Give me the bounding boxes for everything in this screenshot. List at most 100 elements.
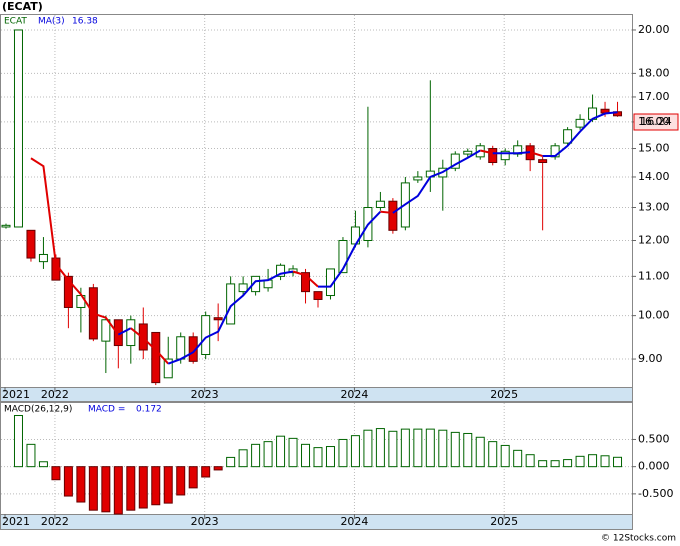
macd-bar xyxy=(226,456,236,468)
x-tick-label: 2022 xyxy=(41,388,69,401)
macd-bar xyxy=(575,455,585,468)
x-tick-label: 2024 xyxy=(340,388,368,401)
macd-bar xyxy=(413,428,423,468)
y-tick-label: 9.00 xyxy=(638,352,663,365)
macd-bar xyxy=(488,441,498,468)
candle-body xyxy=(1,224,11,228)
candle-body xyxy=(388,200,398,231)
macd-bar xyxy=(425,428,435,468)
y-tick-label: 12.00 xyxy=(638,233,670,246)
last-price-tag xyxy=(633,113,679,131)
y-tick-label: 20.00 xyxy=(638,23,670,36)
candle-body xyxy=(538,159,548,164)
y-tick-label: 17.00 xyxy=(638,90,670,103)
macd-bar xyxy=(251,443,261,468)
ma-line xyxy=(30,157,120,336)
candle-body xyxy=(163,358,173,379)
candle-body xyxy=(176,336,186,360)
x-tick-label: 2022 xyxy=(41,515,69,528)
ma-line xyxy=(392,149,481,214)
y-tick-label: 15.00 xyxy=(638,142,670,155)
macd-bar xyxy=(375,428,385,468)
y-tick-label: 10.00 xyxy=(638,309,670,322)
macd-bar xyxy=(450,431,460,468)
macd-bar xyxy=(301,443,311,468)
ma-line xyxy=(130,327,169,365)
macd-bar xyxy=(76,466,86,503)
macd-bar xyxy=(538,460,548,468)
macd-bar xyxy=(438,429,448,468)
macd-bar xyxy=(176,466,186,496)
candle-body xyxy=(101,319,111,342)
macd-bar xyxy=(475,436,485,468)
y-tick-label: 0.000 xyxy=(638,460,670,473)
macd-bar xyxy=(138,466,148,509)
candle-body xyxy=(575,118,585,128)
ma-line xyxy=(167,270,294,365)
candle-body xyxy=(563,129,573,144)
candle-body xyxy=(338,239,348,274)
candle-body xyxy=(463,150,473,155)
candle-body xyxy=(613,111,623,117)
macd-bar xyxy=(313,447,323,468)
y-tick-label: 11.00 xyxy=(638,269,670,282)
candle-body xyxy=(313,291,323,300)
macd-bar xyxy=(500,444,510,468)
candle-body xyxy=(450,153,460,169)
candle-body xyxy=(288,268,298,274)
y-tick-label: 0.500 xyxy=(638,432,670,445)
legend-symbol: ECAT xyxy=(4,17,27,27)
macd-bar xyxy=(338,438,348,468)
footer: © 12Stocks.com xyxy=(601,534,676,544)
macd-bar xyxy=(151,466,161,506)
candle-body xyxy=(276,264,286,277)
y-tick-label: -0.500 xyxy=(638,487,673,500)
ma-line xyxy=(318,210,382,288)
macd-x-axis-band xyxy=(0,514,633,530)
y-tick-label: 13.00 xyxy=(638,201,670,214)
x-tick-label: 2023 xyxy=(191,388,219,401)
macd-bar xyxy=(201,466,211,478)
candle-body xyxy=(488,148,498,164)
y-tick-label: 18.00 xyxy=(638,66,670,79)
price-x-axis-band xyxy=(0,387,633,402)
macd-bar xyxy=(113,466,123,515)
macd-bar xyxy=(388,430,398,468)
ma-line xyxy=(480,149,493,155)
x-tick-label: 2023 xyxy=(191,515,219,528)
x-tick-label: 2021 xyxy=(2,515,30,528)
macd-bar xyxy=(213,466,223,471)
macd-bar xyxy=(276,435,286,468)
macd-bar xyxy=(163,466,173,504)
marks-layer xyxy=(1,29,623,515)
macd-bar xyxy=(38,461,48,468)
macd-bar xyxy=(288,437,298,468)
macd-bar xyxy=(400,428,410,468)
macd-bar xyxy=(588,454,598,468)
macd-legend-name: MACD = xyxy=(88,405,125,415)
candle-body xyxy=(301,272,311,293)
macd-bar xyxy=(101,466,111,513)
candle-body xyxy=(151,331,161,384)
candle-body xyxy=(500,150,510,161)
ma-line xyxy=(292,270,319,288)
candle-body xyxy=(63,275,73,308)
chart-title: (ECAT) xyxy=(2,0,43,13)
macd-title: MACD(26,12,9) xyxy=(4,405,72,415)
candle-body xyxy=(38,253,48,263)
x-tick-label: 2024 xyxy=(340,515,368,528)
y-tick-label: 16.00 xyxy=(638,115,670,128)
candle-body xyxy=(201,315,211,356)
macd-bar xyxy=(513,449,523,468)
ma-line xyxy=(380,210,393,214)
candle-body xyxy=(238,283,248,293)
macd-bar xyxy=(563,459,573,468)
macd-bar xyxy=(325,446,335,468)
candle-body xyxy=(126,319,136,347)
candle-body xyxy=(251,275,261,293)
ma-line xyxy=(529,151,543,157)
candle-body xyxy=(26,229,36,259)
macd-bar xyxy=(13,415,23,468)
macd-bar xyxy=(350,435,360,468)
